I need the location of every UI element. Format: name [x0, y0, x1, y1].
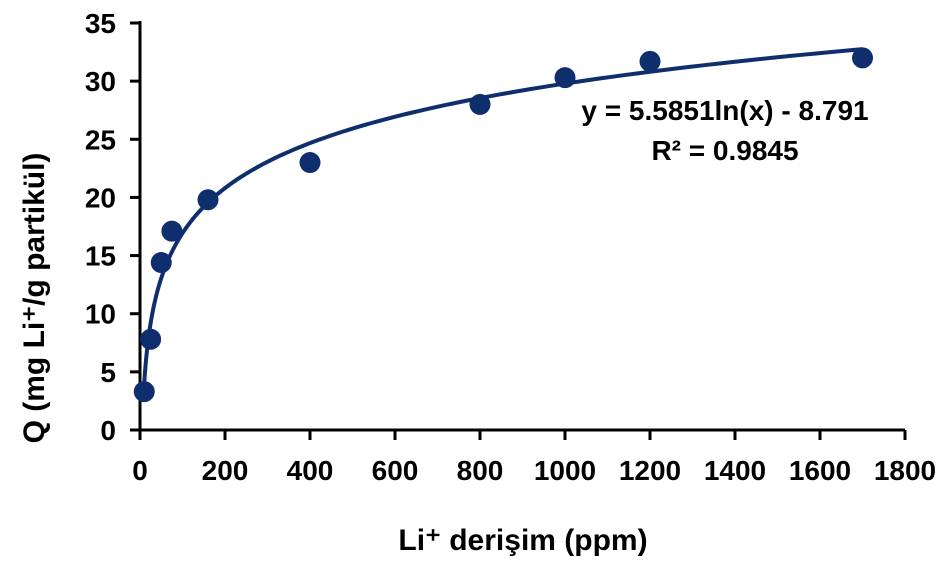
data-point	[299, 152, 321, 174]
data-point	[469, 93, 491, 115]
data-point	[161, 220, 183, 242]
tick-labels: 0 5 10 15 20 25 30 35 0 200 400 600 800 1000 1200 1400 1…	[85, 8, 936, 486]
axes	[138, 21, 905, 432]
x-tick-label: 1000	[534, 455, 596, 486]
y-tick-label: 30	[85, 66, 116, 97]
ticks	[130, 21, 907, 440]
x-tick-label: 1600	[789, 455, 851, 486]
y-tick-label: 20	[85, 182, 116, 213]
data-point	[197, 189, 219, 211]
y-tick-label: 15	[85, 241, 116, 272]
y-tick-label: 35	[85, 8, 116, 39]
data-point	[639, 50, 661, 72]
x-tick-label: 1200	[619, 455, 681, 486]
trendline-equation: y = 5.5851ln(x) - 8.791	[581, 95, 868, 126]
x-tick-label: 600	[372, 455, 419, 486]
trendline	[142, 47, 863, 383]
y-axis-title: Q (mg Li⁺/g partikül)	[18, 153, 51, 444]
y-tick-label: 25	[85, 124, 116, 155]
x-tick-label: 800	[457, 455, 504, 486]
x-axis-title: Li⁺ derişim (ppm)	[398, 524, 647, 557]
data-point	[554, 67, 576, 89]
x-tick-label: 400	[287, 455, 334, 486]
data-points	[133, 47, 873, 403]
y-tick-label: 0	[100, 415, 116, 446]
data-point	[140, 328, 162, 350]
x-tick-label: 0	[132, 455, 148, 486]
data-point	[133, 381, 155, 403]
x-tick-label: 1400	[704, 455, 766, 486]
y-tick-label: 10	[85, 299, 116, 330]
data-point	[150, 252, 172, 274]
r-squared: R² = 0.9845	[651, 135, 798, 166]
x-tick-label: 200	[202, 455, 249, 486]
x-tick-label: 1800	[874, 455, 936, 486]
y-tick-label: 5	[100, 357, 116, 388]
data-point	[852, 47, 873, 69]
